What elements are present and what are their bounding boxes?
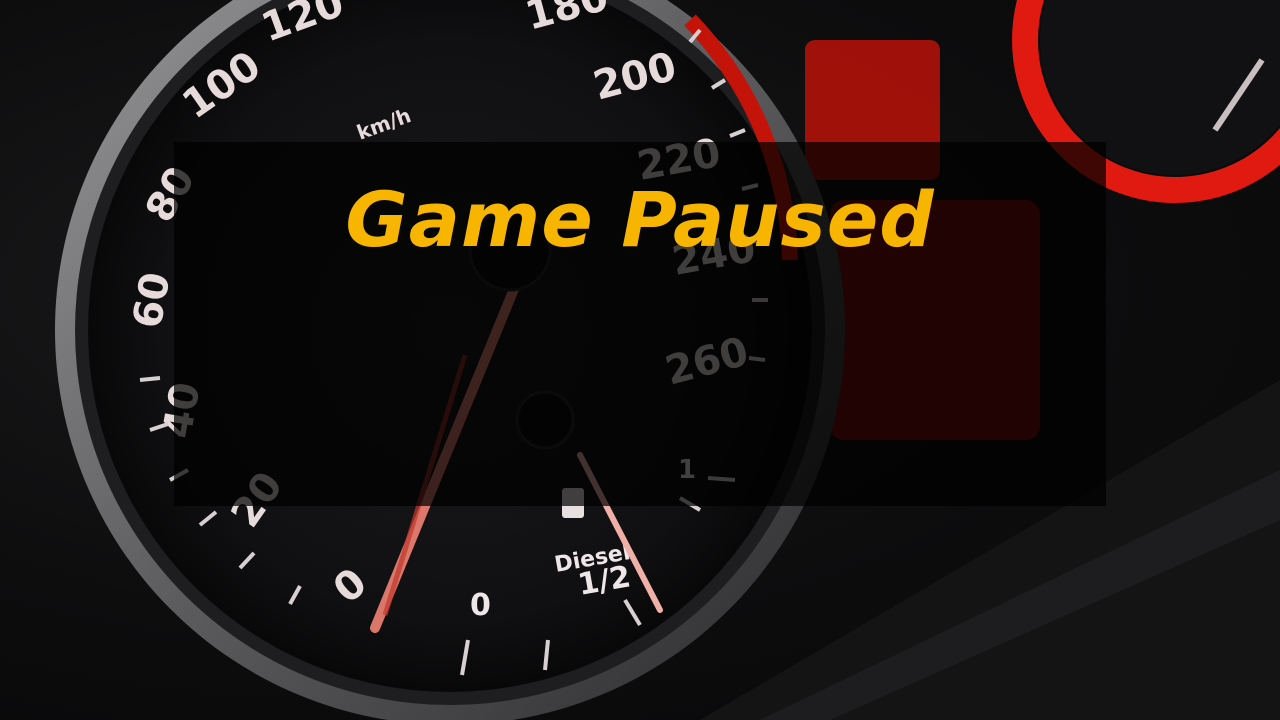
secondary-gauge-ring — [1012, 0, 1280, 203]
dashboard-surface — [700, 380, 1280, 720]
pause-title: Game Paused — [345, 175, 935, 264]
pause-overlay: Game Paused — [174, 142, 1106, 506]
dashboard-trim — [760, 470, 1280, 720]
secondary-gauge-face — [1040, 0, 1280, 175]
fuel-label-empty: 0 — [470, 588, 491, 623]
secondary-gauge-needle — [1212, 58, 1265, 132]
speed-label-60: 60 — [125, 269, 180, 332]
